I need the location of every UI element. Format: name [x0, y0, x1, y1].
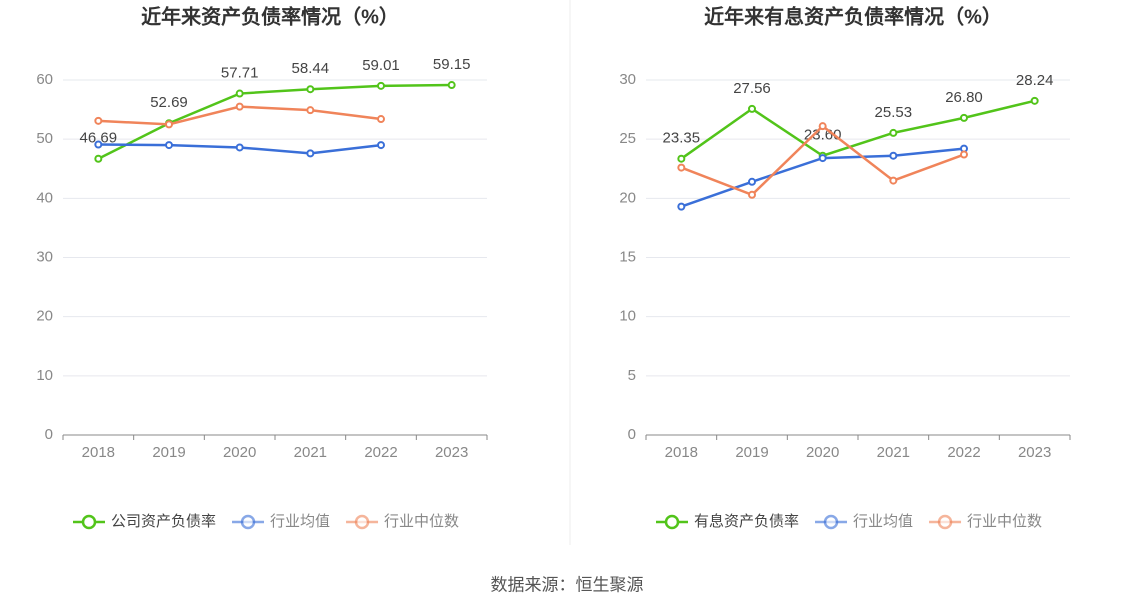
point: [1030, 96, 1039, 105]
point: [235, 102, 244, 111]
y-tick-label: 20: [619, 189, 636, 206]
data-label: 58.44: [292, 60, 330, 77]
legend-label: 行业中位数: [384, 513, 459, 530]
point: [94, 116, 103, 125]
point: [818, 154, 827, 163]
point: [377, 115, 385, 124]
data-label: 23.60: [804, 127, 842, 144]
point: [748, 177, 756, 186]
data-label: 57.71: [221, 65, 259, 82]
y-tick-label: 60: [36, 71, 53, 88]
y-tick-label: 15: [619, 248, 636, 265]
point: [889, 151, 898, 160]
series-line: [97, 83, 452, 160]
y-tick-label: 0: [45, 426, 53, 443]
point: [818, 122, 827, 131]
x-tick-label: 2020: [806, 444, 839, 461]
point: [235, 143, 244, 152]
point: [306, 106, 315, 115]
x-tick-label: 2023: [1018, 444, 1051, 461]
legend-label: 有息资产负债率: [694, 513, 799, 530]
legend-label: 公司资产负债率: [111, 513, 216, 530]
x-tick-label: 2021: [294, 444, 327, 461]
data-label: 28.24: [1016, 72, 1054, 89]
y-tick-label: 50: [36, 130, 53, 147]
point: [889, 176, 898, 185]
point: [94, 140, 103, 149]
point: [677, 163, 686, 172]
data-label: 46.69: [80, 130, 118, 147]
x-tick-label: 2018: [82, 444, 115, 461]
point: [94, 154, 103, 163]
point: [447, 81, 456, 90]
y-tick-label: 40: [36, 189, 53, 206]
point: [235, 89, 244, 98]
chart-title: 近年来有息资产负债率情况（%）: [704, 4, 1002, 28]
legend-marker: [354, 514, 370, 530]
x-tick-label: 2023: [435, 444, 468, 461]
y-tick-label: 0: [628, 426, 636, 443]
data-label: 59.15: [433, 56, 471, 73]
x-tick-label: 2018: [665, 444, 698, 461]
data-label: 23.35: [663, 130, 701, 147]
data-label: 25.53: [875, 104, 913, 121]
legend-marker: [81, 514, 97, 530]
y-tick-label: 10: [619, 308, 636, 325]
point: [677, 202, 686, 211]
data-label: 27.56: [733, 80, 771, 97]
x-tick-label: 2019: [152, 444, 185, 461]
point: [960, 150, 968, 159]
point: [306, 85, 315, 94]
legend-marker: [823, 514, 839, 530]
x-tick-label: 2020: [223, 444, 256, 461]
point: [748, 190, 756, 199]
series-line: [680, 99, 1035, 160]
x-tick-label: 2019: [735, 444, 768, 461]
chart-title: 近年来资产负债率情况（%）: [141, 4, 399, 28]
point: [165, 120, 173, 129]
y-tick-label: 5: [628, 367, 636, 384]
point: [748, 104, 756, 113]
y-tick-label: 30: [36, 248, 53, 265]
source: 数据来源：恒生聚源: [491, 575, 644, 594]
y-tick-label: 10: [36, 367, 53, 384]
point: [377, 141, 385, 150]
point: [377, 81, 385, 90]
legend-marker: [664, 514, 680, 530]
x-tick-label: 2022: [947, 444, 980, 461]
data-label: 52.69: [150, 94, 188, 111]
y-tick-label: 30: [619, 71, 636, 88]
legend-label: 行业均值: [270, 513, 330, 530]
point: [165, 141, 173, 150]
legend-label: 行业中位数: [967, 513, 1042, 530]
y-tick-label: 25: [619, 130, 636, 147]
data-label: 26.80: [945, 89, 983, 106]
data-label: 59.01: [362, 57, 400, 74]
point: [889, 128, 898, 137]
legend-marker: [937, 514, 953, 530]
point: [306, 149, 315, 158]
x-tick-label: 2021: [877, 444, 910, 461]
point: [960, 113, 968, 122]
legend-marker: [240, 514, 256, 530]
point: [677, 154, 686, 163]
x-tick-label: 2022: [364, 444, 397, 461]
y-tick-label: 20: [36, 308, 53, 325]
legend-label: 行业均值: [853, 513, 913, 530]
